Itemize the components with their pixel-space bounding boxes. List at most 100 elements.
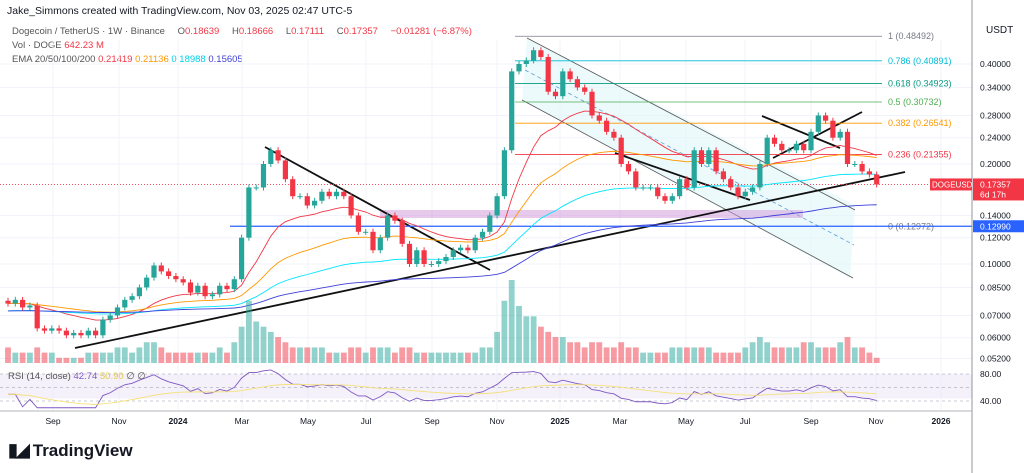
candle: [122, 299, 128, 308]
price-tick: 0.24000: [980, 133, 1011, 143]
volume-bar: [362, 352, 369, 363]
volume-bar: [27, 352, 33, 363]
candle: [406, 243, 413, 264]
volume-bar: [282, 342, 289, 363]
candle: [78, 332, 84, 336]
symbol-tag-label: DOGEUSDT: [932, 180, 977, 189]
volume-bar: [530, 316, 537, 363]
volume-bar: [603, 347, 610, 363]
volume-bar: [63, 357, 70, 363]
volume-bar: [654, 352, 661, 363]
candle: [669, 196, 675, 201]
volume-bar: [70, 357, 77, 363]
volume-bar: [443, 352, 449, 363]
logo-text: TradingView: [32, 440, 133, 460]
price-tick: 0.08500: [980, 282, 1011, 292]
price-tick: 0.10000: [980, 259, 1011, 269]
volume-bar: [669, 347, 676, 363]
rsi-pane[interactable]: [0, 369, 972, 409]
volume-bar: [289, 347, 296, 363]
low-value: 0.17111: [291, 26, 325, 37]
time-axis[interactable]: Sep Nov 2024 Mar May Jul Sep Nov 2025 Mar May Jul Se…: [0, 410, 972, 426]
candle: [874, 174, 880, 185]
volume-bar: [830, 347, 836, 363]
tradingview-logo: ▮◢ TradingView: [8, 440, 133, 461]
ema-50-line: [7, 150, 877, 313]
candle: [472, 237, 478, 251]
ohlc-row[interactable]: Dogecoin / TetherUS · 1W · Binance O0.18…: [12, 25, 472, 39]
price-axis[interactable]: USDT 0.40000 0.34000 0.28000 0.24000 0.20000 0…: [930, 0, 1024, 473]
candle: [34, 305, 40, 329]
time-tick: Nov: [111, 416, 127, 426]
volume-bar: [384, 347, 391, 363]
candle: [494, 196, 500, 216]
ema-row[interactable]: EMA 20/50/100/200 0.21419 0.21136 0.1898…: [12, 53, 472, 67]
candle: [808, 131, 814, 151]
volume-bar: [202, 352, 208, 363]
candle: [582, 87, 588, 92]
candle: [275, 150, 281, 161]
time-tick: Mar: [235, 416, 250, 426]
candle: [647, 187, 653, 189]
uptrend-line: [74, 171, 906, 349]
candle: [574, 79, 580, 88]
time-tick: 2025: [551, 416, 570, 426]
volume-bar: [808, 342, 814, 363]
volume-bar: [413, 352, 420, 363]
volume-bar: [552, 337, 559, 363]
rsi-legend[interactable]: RSI (14, close) 42.74 50.90 ∅ ∅: [8, 371, 146, 382]
candle: [859, 164, 865, 172]
candle: [187, 282, 194, 293]
volume-bar: [340, 352, 347, 363]
volume-bar: [48, 352, 55, 363]
candle: [538, 50, 544, 57]
open-label: O: [177, 26, 185, 37]
candle: [41, 328, 48, 331]
candle: [333, 191, 340, 197]
volume-bar: [143, 342, 150, 363]
volume-bar: [727, 352, 734, 363]
volume-bar: [100, 352, 106, 363]
last-price-label: 0.17357: [980, 179, 1011, 189]
rsi-line: [8, 369, 877, 409]
candle: [239, 237, 245, 280]
candle: [436, 261, 442, 264]
volume-bar: [494, 331, 500, 363]
volume-bar: [85, 352, 92, 363]
volume-bar: [713, 352, 719, 363]
candle: [764, 137, 770, 164]
candle: [443, 256, 449, 262]
candle: [793, 143, 799, 151]
price-tick: 0.12000: [980, 233, 1011, 243]
candle: [49, 328, 55, 331]
high-value: 0.18666: [238, 26, 274, 37]
candle: [633, 171, 639, 188]
candle: [465, 247, 471, 251]
candle: [304, 196, 310, 206]
volume-bar: [764, 342, 771, 363]
candle: [501, 150, 507, 197]
candle: [779, 143, 785, 151]
candle: [129, 296, 135, 300]
volume-bar: [720, 352, 727, 363]
candle: [282, 160, 288, 180]
volume-bar: [319, 347, 325, 363]
candle: [114, 307, 121, 316]
volume-bar: [5, 347, 11, 363]
candle: [618, 137, 624, 164]
candle: [844, 131, 851, 164]
candle: [253, 187, 259, 189]
volume-bar: [187, 352, 194, 363]
volume-bar: [326, 352, 333, 363]
candle: [625, 164, 632, 172]
candle: [866, 171, 872, 175]
volume-bar: [238, 326, 245, 363]
volume-bar: [742, 347, 749, 363]
volume-bar: [523, 316, 530, 363]
volume-bar: [34, 347, 41, 363]
volume-row[interactable]: Vol · DOGE 642.23 M: [12, 39, 472, 53]
rsi-label: RSI (14, close): [8, 371, 71, 382]
time-tick: Jul: [361, 416, 372, 426]
candle: [136, 287, 142, 297]
